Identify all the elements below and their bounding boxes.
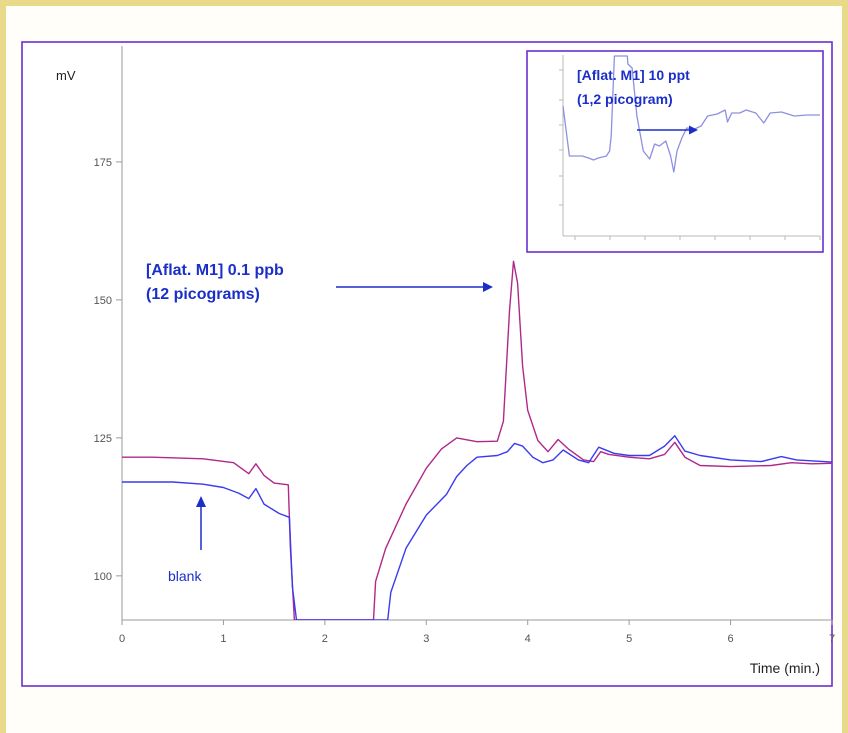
peak-arrow-head — [483, 282, 493, 292]
blank-label: blank — [168, 568, 202, 584]
x-tick-label-1: 1 — [220, 633, 226, 645]
inset-series-layer — [562, 55, 820, 173]
inset-ticks — [559, 69, 821, 240]
blank-arrow-head — [196, 496, 206, 507]
x-tick-label-0: 0 — [119, 633, 125, 645]
series-layer — [122, 260, 832, 620]
peak-annotation-line2: (12 picograms) — [146, 286, 260, 303]
series-line-blank — [122, 435, 832, 620]
peak-annotation-line1: [Aflat. M1] 0.1 ppb — [146, 262, 284, 279]
x-tick-label-2: 2 — [322, 633, 328, 645]
inset-label-line1: [Aflat. M1] 10 ppt — [577, 67, 690, 83]
x-tick-label-5: 5 — [626, 633, 632, 645]
x-tick-label-6: 6 — [728, 633, 734, 645]
y-tick-label-175: 175 — [94, 157, 112, 169]
inset-series-line — [562, 55, 820, 173]
y-tick-label-125: 125 — [94, 433, 112, 445]
inset-label-line2: (1,2 picogram) — [577, 91, 673, 107]
x-tick-label-7: 7 — [829, 633, 835, 645]
y-axis-label: mV — [56, 68, 76, 83]
y-tick-label-100: 100 — [94, 571, 112, 583]
inset-arrow-head — [689, 125, 698, 135]
x-tick-label-3: 3 — [423, 633, 429, 645]
inset-frame — [526, 50, 824, 253]
series-line-sample — [122, 260, 832, 620]
tick-layer: 0 1 2 3 4 5 6 7 100 125 150 175 — [94, 157, 835, 645]
y-tick-label-150: 150 — [94, 295, 112, 307]
x-axis-label: Time (min.) — [750, 660, 820, 676]
x-tick-label-4: 4 — [525, 633, 531, 645]
